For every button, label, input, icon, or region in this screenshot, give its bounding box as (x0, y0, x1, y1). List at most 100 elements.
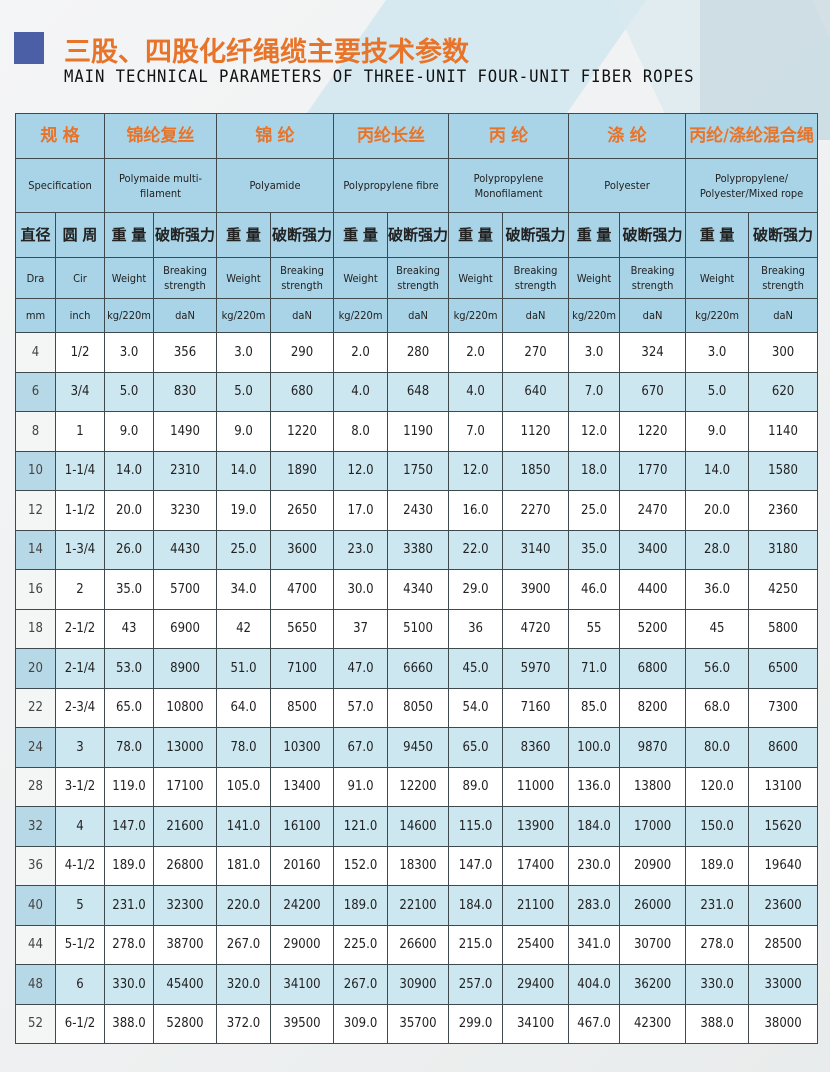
breaking-strength-cell: 6800 (619, 648, 687, 689)
breaking-strength-header-cn: 破断强力 (748, 212, 819, 258)
diameter-cell: 10 (15, 450, 56, 491)
table-row: 4 1/2 3.0 356 3.0 290 2.0 280 2.0 270 3.0 324 3.0 300 (15, 332, 819, 373)
weight-cell: 100.0 (568, 727, 621, 768)
circumference-cell: 5 (54, 885, 106, 926)
weight-cell: 189.0 (104, 845, 155, 886)
breaking-strength-cell: 324 (619, 332, 687, 373)
weight-unit: kg/220m (333, 298, 389, 333)
breaking-strength-header-cn: 破断强力 (619, 212, 687, 258)
breaking-strength-cell: 280 (387, 332, 450, 373)
weight-cell: 25.0 (568, 490, 621, 531)
breaking-strength-cell: 2270 (502, 490, 570, 531)
weight-cell: 3.0 (568, 332, 621, 373)
weight-cell: 283.0 (568, 885, 621, 926)
weight-cell: 181.0 (216, 845, 272, 886)
breaking-strength-cell: 10300 (270, 727, 335, 768)
weight-cell: 7.0 (568, 371, 621, 412)
breaking-strength-cell: 20160 (270, 845, 335, 886)
circumference-cell: 1-1/4 (54, 450, 106, 491)
weight-cell: 147.0 (104, 806, 155, 847)
weight-cell: 65.0 (448, 727, 504, 768)
material-header-en: Polyester (568, 158, 687, 213)
weight-cell: 54.0 (448, 687, 504, 728)
weight-unit: kg/220m (568, 298, 621, 333)
table-row: 36 4-1/2 189.0 26800 181.0 20160 152.0 18300 147… (15, 845, 819, 886)
weight-cell: 19.0 (216, 490, 272, 531)
breaking-strength-cell: 830 (153, 371, 218, 412)
weight-cell: 9.0 (216, 411, 272, 452)
diameter-header-en: Dra (15, 257, 56, 299)
weight-cell: 29.0 (448, 569, 504, 610)
weight-header-en: Weight (104, 257, 155, 299)
weight-cell: 299.0 (448, 1003, 504, 1044)
weight-cell: 330.0 (685, 964, 750, 1005)
breaking-strength-cell: 22100 (387, 885, 450, 926)
weight-cell: 16.0 (448, 490, 504, 531)
weight-cell: 35.0 (104, 569, 155, 610)
breaking-strength-cell: 4430 (153, 529, 218, 570)
breaking-strength-header-en: Breaking strength (748, 257, 819, 299)
diameter-cell: 20 (15, 648, 56, 689)
breaking-strength-cell: 8500 (270, 687, 335, 728)
weight-cell: 68.0 (685, 687, 750, 728)
weight-cell: 141.0 (216, 806, 272, 847)
table-row: 16 2 35.0 5700 34.0 4700 30.0 4340 29.0 3900 46.0 4… (15, 569, 819, 610)
breaking-strength-cell: 28500 (748, 924, 819, 965)
weight-cell: 64.0 (216, 687, 272, 728)
breaking-strength-cell: 32300 (153, 885, 218, 926)
diameter-header-cn: 直径 (15, 212, 56, 258)
breaking-strength-cell: 5800 (748, 608, 819, 649)
weight-cell: 189.0 (685, 845, 750, 886)
header-row-material-en: Specification Polymaide multi-filament Po… (14, 158, 819, 213)
breaking-strength-cell: 4400 (619, 569, 687, 610)
diameter-unit: mm (15, 298, 56, 333)
breaking-strength-cell: 36200 (619, 964, 687, 1005)
breaking-strength-cell: 26800 (153, 845, 218, 886)
weight-cell: 225.0 (333, 924, 389, 965)
breaking-strength-cell: 13400 (270, 766, 335, 807)
breaking-strength-cell: 13900 (502, 806, 570, 847)
material-header-cn: 丙纶/涤纶混合绳 (685, 113, 819, 159)
breaking-strength-header-cn: 破断强力 (270, 212, 335, 258)
breaking-strength-cell: 18300 (387, 845, 450, 886)
breaking-strength-cell: 35700 (387, 1003, 450, 1044)
material-header-cn: 丙 纶 (448, 113, 570, 159)
breaking-strength-cell: 38700 (153, 924, 218, 965)
table-row: 24 3 78.0 13000 78.0 10300 67.0 9450 65.0 8360 100… (15, 727, 819, 768)
diameter-cell: 24 (15, 727, 56, 768)
table-row: 20 2-1/4 53.0 8900 51.0 7100 47.0 6660 45.0 5970 7… (15, 648, 819, 689)
breaking-strength-cell: 1220 (270, 411, 335, 452)
weight-cell: 150.0 (685, 806, 750, 847)
diameter-cell: 48 (15, 964, 56, 1005)
breaking-strength-cell: 9870 (619, 727, 687, 768)
breaking-strength-cell: 2650 (270, 490, 335, 531)
circumference-cell: 1/2 (54, 332, 106, 373)
weight-cell: 184.0 (448, 885, 504, 926)
diameter-cell: 40 (15, 885, 56, 926)
material-header-en: Polymaide multi-filament (104, 158, 218, 213)
weight-cell: 28.0 (685, 529, 750, 570)
circumference-cell: 1 (54, 411, 106, 452)
header-row-units: mm inch kg/220m daN kg/220m daN kg/220m daN kg… (15, 298, 819, 333)
weight-cell: 9.0 (685, 411, 750, 452)
weight-header-en: Weight (333, 257, 389, 299)
breaking-strength-cell: 7100 (270, 648, 335, 689)
breaking-strength-cell: 3380 (387, 529, 450, 570)
breaking-strength-cell: 2430 (387, 490, 450, 531)
weight-cell: 2.0 (448, 332, 504, 373)
weight-cell: 12.0 (448, 450, 504, 491)
breaking-strength-cell: 3400 (619, 529, 687, 570)
breaking-strength-cell: 5200 (619, 608, 687, 649)
breaking-strength-cell: 8600 (748, 727, 819, 768)
weight-cell: 20.0 (685, 490, 750, 531)
circumference-cell: 2-1/4 (54, 648, 106, 689)
breaking-strength-cell: 3180 (748, 529, 819, 570)
circumference-cell: 1-1/2 (54, 490, 106, 531)
weight-cell: 230.0 (568, 845, 621, 886)
weight-header-cn: 重 量 (685, 212, 750, 258)
breaking-strength-cell: 16100 (270, 806, 335, 847)
breaking-strength-cell: 13100 (748, 766, 819, 807)
weight-cell: 3.0 (104, 332, 155, 373)
breaking-strength-unit: daN (153, 298, 218, 333)
breaking-strength-cell: 1120 (502, 411, 570, 452)
